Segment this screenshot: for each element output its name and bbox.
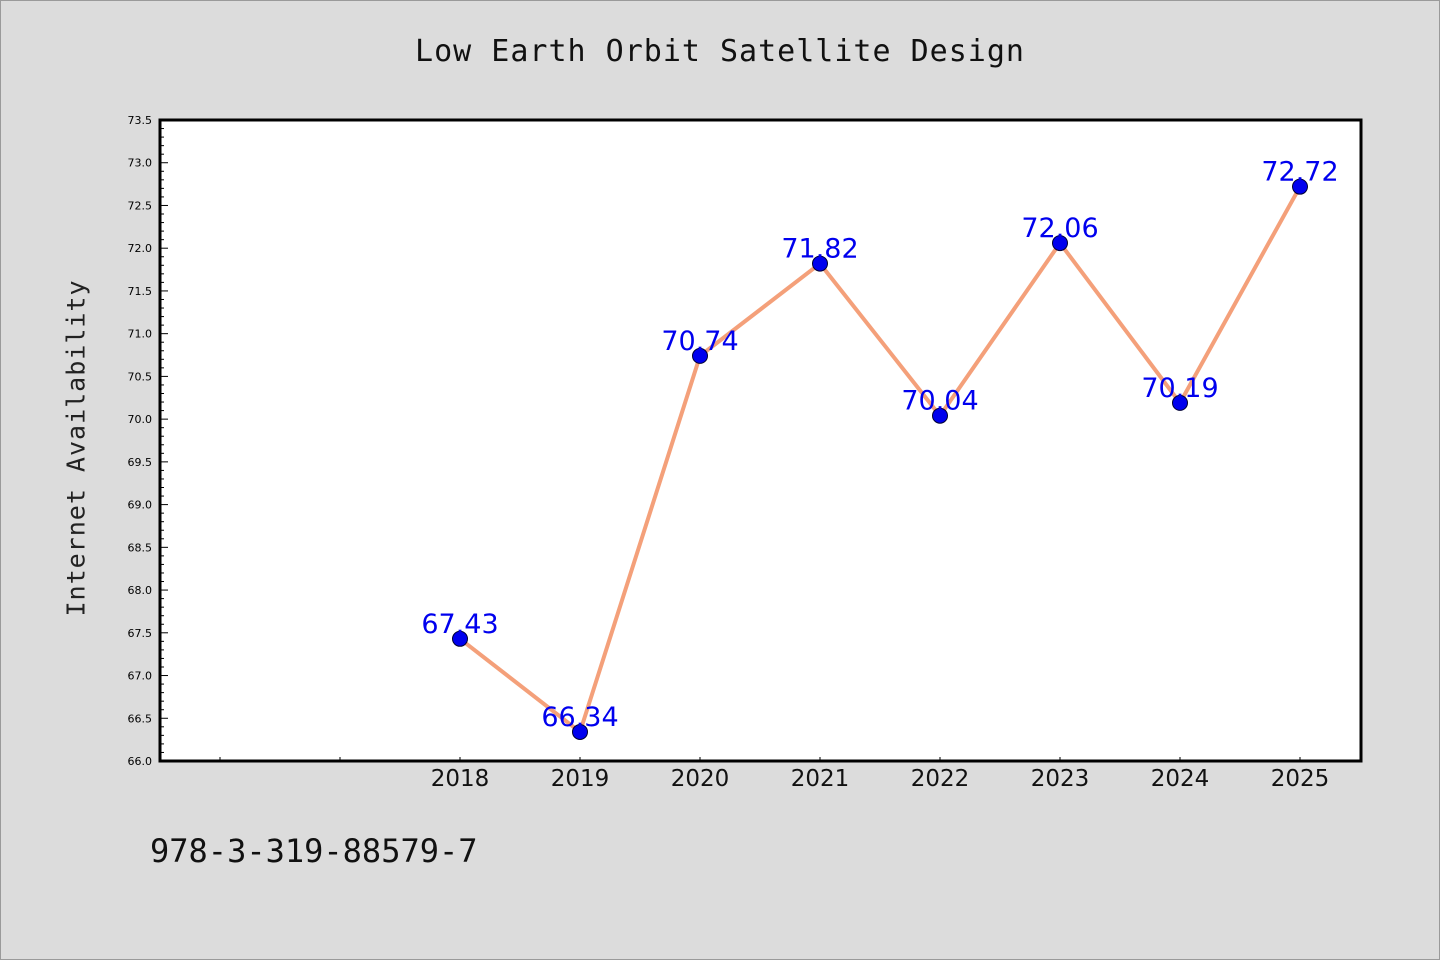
data-point bbox=[932, 407, 948, 424]
isbn-footnote: 978-3-319-88579-7 bbox=[150, 832, 478, 870]
data-point bbox=[572, 723, 588, 740]
y-tick-label: 68.0 bbox=[128, 584, 153, 597]
data-label: 72.72 bbox=[1261, 157, 1338, 188]
y-tick-label: 69.0 bbox=[128, 499, 153, 512]
data-label: 67.43 bbox=[421, 609, 498, 640]
x-tick-label: 2021 bbox=[791, 766, 850, 792]
data-point bbox=[1052, 235, 1068, 252]
y-tick-label: 72.0 bbox=[128, 242, 153, 255]
data-label: 70.04 bbox=[901, 386, 978, 417]
series-group: 67.43 66.34 70.74 71.82 70.04 72.06 70.19 72.72 bbox=[421, 157, 1339, 740]
y-tick-label: 70.0 bbox=[128, 413, 153, 426]
data-point bbox=[692, 347, 708, 364]
x-axis-ticks: 2018 2019 2020 2021 2022 2023 2024 2025 bbox=[219, 757, 1330, 792]
data-label: 70.74 bbox=[661, 326, 738, 357]
series-line bbox=[458, 185, 1302, 734]
data-point bbox=[1172, 394, 1188, 411]
x-tick-label: 2025 bbox=[1271, 766, 1330, 792]
data-point bbox=[1292, 178, 1308, 195]
y-tick-label: 73.5 bbox=[128, 114, 153, 127]
y-tick-label: 72.5 bbox=[128, 199, 153, 212]
x-tick-label: 2020 bbox=[671, 766, 730, 792]
data-point bbox=[452, 630, 468, 647]
y-tick-label: 68.5 bbox=[128, 541, 153, 554]
y-tick-label: 71.0 bbox=[128, 328, 153, 341]
x-tick-label: 2023 bbox=[1031, 766, 1090, 792]
y-axis-ticks: 66.0 66.5 67.0 67.5 68.0 68.5 69.0 69.5 70.0 70.5… bbox=[128, 114, 168, 768]
y-tick-label: 67.0 bbox=[128, 670, 153, 683]
y-tick-label: 73.0 bbox=[128, 157, 153, 170]
y-tick-label: 67.5 bbox=[128, 627, 153, 640]
y-tick-label: 71.5 bbox=[128, 285, 153, 298]
y-tick-label: 66.5 bbox=[128, 712, 153, 725]
x-tick-label: 2018 bbox=[431, 766, 490, 792]
y-tick-label: 70.5 bbox=[128, 370, 153, 383]
chart-title: Low Earth Orbit Satellite Design bbox=[415, 34, 1025, 69]
data-label: 72.06 bbox=[1021, 213, 1098, 244]
x-tick-label: 2019 bbox=[551, 766, 610, 792]
data-label: 70.19 bbox=[1141, 373, 1218, 404]
y-tick-label: 69.5 bbox=[128, 456, 153, 469]
data-point bbox=[812, 255, 828, 272]
x-tick-label: 2024 bbox=[1151, 766, 1210, 792]
plot-area bbox=[158, 118, 1363, 763]
data-label: 71.82 bbox=[781, 234, 858, 265]
x-tick-label: 2022 bbox=[911, 766, 970, 792]
data-label: 66.34 bbox=[541, 702, 618, 733]
y-tick-label: 66.0 bbox=[128, 755, 153, 768]
